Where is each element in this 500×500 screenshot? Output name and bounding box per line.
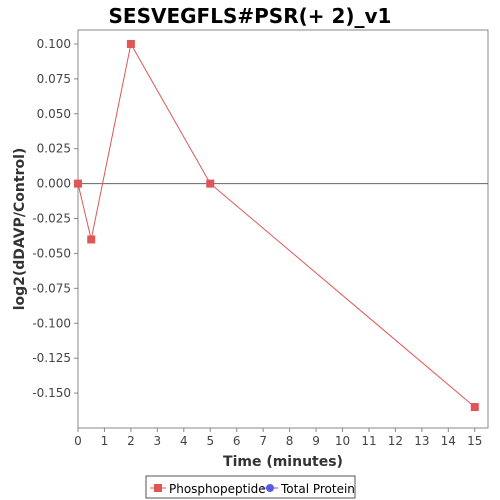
legend: Phosphopeptide Total Protein	[145, 475, 356, 499]
x-tick-label: 2	[127, 434, 135, 448]
y-tick-label: 0.050	[37, 107, 71, 121]
data-point	[74, 179, 82, 188]
x-tick-label: 12	[388, 434, 403, 448]
x-tick-label: 6	[233, 434, 241, 448]
y-tick-label: 0.100	[37, 37, 71, 51]
y-tick-label: -0.075	[32, 281, 71, 295]
x-tick-label: 15	[467, 434, 482, 448]
data-point	[206, 179, 215, 188]
legend-marker-phosphopeptide	[154, 484, 162, 492]
x-tick-label: 1	[101, 434, 109, 448]
x-tick-label: 5	[206, 434, 214, 448]
x-tick-label: 4	[180, 434, 188, 448]
data-point	[126, 39, 135, 48]
x-tick-label: 11	[361, 434, 376, 448]
x-tick-label: 7	[259, 434, 267, 448]
x-tick-label: 14	[441, 434, 456, 448]
x-tick-label: 10	[335, 434, 350, 448]
y-tick-label: 0.075	[37, 72, 71, 86]
y-axis-label: log2(dDAVP/Control)	[12, 148, 28, 311]
legend-label-phosphopeptide: Phosphopeptide	[169, 482, 266, 496]
x-tick-label: 3	[154, 434, 162, 448]
legend-label-total-protein: Total Protein	[280, 482, 355, 496]
x-axis-label: Time (minutes)	[223, 454, 343, 470]
data-point	[470, 403, 479, 412]
tick-layer: 0 1 2 3 4 5 6 7 8 9 10 11 12 13 14 150.1000.0750.0500.0…	[32, 37, 482, 448]
y-tick-label: -0.025	[32, 212, 71, 226]
series-layer	[74, 39, 479, 412]
x-tick-label: 8	[286, 434, 294, 448]
legend-box	[145, 475, 356, 499]
y-tick-label: -0.125	[32, 351, 71, 365]
x-tick-label: 9	[312, 434, 320, 448]
x-tick-label: 0	[74, 434, 82, 448]
y-tick-label: -0.050	[32, 246, 71, 260]
y-tick-label: 0.000	[37, 177, 71, 191]
y-tick-label: -0.150	[32, 386, 71, 400]
y-tick-label: -0.100	[32, 316, 71, 330]
plot-area	[77, 29, 489, 429]
y-tick-label: 0.025	[37, 142, 71, 156]
chart-title: SESVEGFLS#PSR(+ 2)_v1	[109, 4, 392, 28]
data-point	[87, 235, 96, 244]
legend-marker-total-protein	[266, 484, 274, 492]
x-tick-label: 13	[414, 434, 429, 448]
